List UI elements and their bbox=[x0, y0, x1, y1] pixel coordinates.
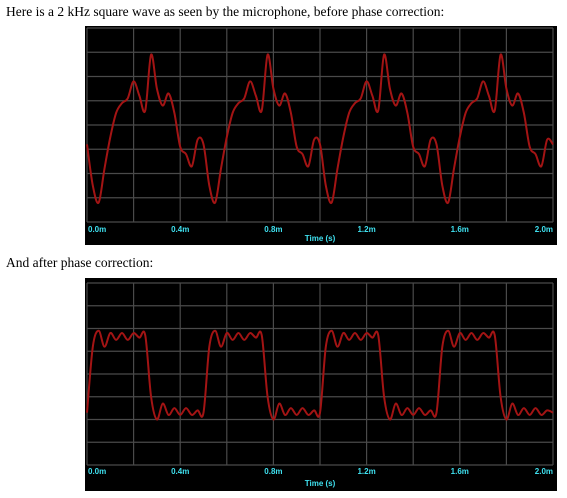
scope-panel bbox=[85, 278, 557, 491]
x-axis-label: Time (s) bbox=[305, 234, 336, 243]
x-tick-label: 1.2m bbox=[357, 225, 375, 234]
x-tick-label: 0.4m bbox=[171, 467, 189, 476]
x-tick-label: 2.0m bbox=[535, 225, 553, 234]
x-axis-label: Time (s) bbox=[305, 479, 336, 488]
x-tick-label: 1.6m bbox=[451, 225, 469, 234]
x-tick-label: 0.8m bbox=[264, 467, 282, 476]
x-tick-label: 1.6m bbox=[451, 467, 469, 476]
x-tick-label: 2.0m bbox=[535, 467, 553, 476]
x-tick-label: 0.8m bbox=[264, 225, 282, 234]
x-tick-label: 0.4m bbox=[171, 225, 189, 234]
x-tick-label: 0.0m bbox=[88, 225, 106, 234]
waveform bbox=[86, 329, 554, 421]
waveform bbox=[86, 53, 554, 205]
paragraph: And after phase correction: bbox=[6, 255, 154, 270]
x-tick-label: 1.2m bbox=[357, 467, 375, 476]
paragraph: Here is a 2 kHz square wave as seen by t… bbox=[6, 4, 445, 19]
scope-panel bbox=[85, 26, 557, 245]
x-tick-label: 0.0m bbox=[88, 467, 106, 476]
